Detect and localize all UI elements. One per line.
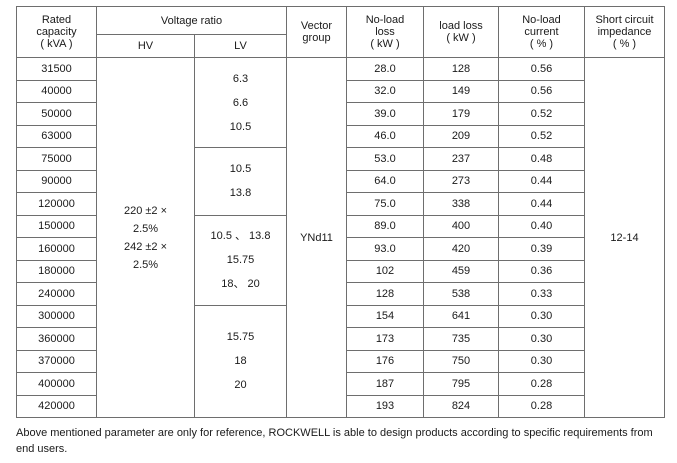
header-rated-capacity: Rated capacity ( kVA ) — [16, 6, 97, 58]
no-load-loss-cell: 102 — [346, 259, 424, 283]
table-row: 420000 193 824 0.28 — [16, 394, 665, 418]
no-load-current-cell: 0.56 — [498, 57, 585, 81]
load-loss-cell: 420 — [423, 237, 499, 261]
table-row: 370000 176 750 0.30 — [16, 349, 665, 373]
no-load-loss-cell: 154 — [346, 304, 424, 328]
table-row: 150000 10.5 、 13.8 15.75 18、 20 89.0 400… — [16, 214, 665, 306]
capacity-cell: 180000 — [16, 259, 97, 283]
capacity-cell: 31500 — [16, 57, 97, 81]
no-load-current-cell: 0.52 — [498, 124, 585, 148]
lv-group-cell: 10.5 13.8 — [194, 147, 287, 216]
no-load-loss-cell: 53.0 — [346, 147, 424, 171]
no-load-loss-cell: 173 — [346, 327, 424, 351]
no-load-loss-cell: 64.0 — [346, 169, 424, 193]
capacity-cell: 360000 — [16, 327, 97, 351]
load-loss-cell: 750 — [423, 349, 499, 373]
header-lv: LV — [194, 34, 287, 58]
capacity-cell: 300000 — [16, 304, 97, 328]
no-load-loss-cell: 89.0 — [346, 214, 424, 238]
lv-group-cell: 6.3 6.6 10.5 — [194, 57, 287, 148]
no-load-loss-cell: 46.0 — [346, 124, 424, 148]
hv-cell: 220 ±2 × 2.5% 242 ±2 × 2.5% — [96, 57, 195, 418]
header-no-load-current: No-load current ( % ) — [498, 6, 585, 58]
no-load-current-cell: 0.30 — [498, 304, 585, 328]
load-loss-cell: 538 — [423, 282, 499, 306]
load-loss-cell: 400 — [423, 214, 499, 238]
capacity-cell: 50000 — [16, 102, 97, 126]
table-row: 180000 102 459 0.36 — [16, 259, 665, 283]
header-short-circuit-impedance: Short circuit impedance ( % ) — [584, 6, 665, 58]
table-row: 40000 32.0 149 0.56 — [16, 79, 665, 103]
capacity-cell: 120000 — [16, 192, 97, 216]
load-loss-cell: 273 — [423, 169, 499, 193]
no-load-current-cell: 0.30 — [498, 349, 585, 373]
load-loss-cell: 795 — [423, 372, 499, 396]
header-hv: HV — [96, 34, 195, 58]
no-load-current-cell: 0.30 — [498, 327, 585, 351]
load-loss-cell: 209 — [423, 124, 499, 148]
load-loss-cell: 641 — [423, 304, 499, 328]
load-loss-cell: 149 — [423, 79, 499, 103]
footer-note: Above mentioned parameter are only for r… — [16, 427, 653, 455]
header-no-load-loss: No-load loss ( kW ) — [346, 6, 424, 58]
table-row: 63000 46.0 209 0.52 — [16, 124, 665, 148]
transformer-spec-table: Rated capacity ( kVA ) Voltage ratio Vec… — [16, 6, 665, 418]
capacity-cell: 40000 — [16, 79, 97, 103]
no-load-current-cell: 0.44 — [498, 192, 585, 216]
header-load-loss: load loss ( kW ) — [423, 6, 499, 58]
no-load-current-cell: 0.28 — [498, 394, 585, 418]
load-loss-cell: 735 — [423, 327, 499, 351]
no-load-current-cell: 0.36 — [498, 259, 585, 283]
no-load-loss-cell: 32.0 — [346, 79, 424, 103]
table-row: 160000 93.0 420 0.39 — [16, 237, 665, 261]
load-loss-cell: 824 — [423, 394, 499, 418]
no-load-loss-cell: 93.0 — [346, 237, 424, 261]
capacity-cell: 63000 — [16, 124, 97, 148]
capacity-cell: 90000 — [16, 169, 97, 193]
capacity-cell: 420000 — [16, 394, 97, 418]
capacity-cell: 150000 — [16, 214, 97, 238]
no-load-current-cell: 0.39 — [498, 237, 585, 261]
no-load-current-cell: 0.56 — [498, 79, 585, 103]
capacity-cell: 240000 — [16, 282, 97, 306]
lv-group-cell: 15.75 18 20 — [194, 304, 287, 418]
vector-group-cell: YNd11 — [286, 57, 347, 418]
no-load-current-cell: 0.33 — [498, 282, 585, 306]
impedance-cell: 12-14 — [584, 57, 665, 418]
capacity-cell: 75000 — [16, 147, 97, 171]
no-load-current-cell: 0.52 — [498, 102, 585, 126]
table-row: 360000 173 735 0.30 — [16, 327, 665, 351]
table-row: 90000 64.0 273 0.44 — [16, 169, 665, 193]
no-load-loss-cell: 28.0 — [346, 57, 424, 81]
no-load-loss-cell: 193 — [346, 394, 424, 418]
table-row: 400000 187 795 0.28 — [16, 372, 665, 396]
load-loss-cell: 179 — [423, 102, 499, 126]
no-load-loss-cell: 75.0 — [346, 192, 424, 216]
lv-group-cell: 10.5 、 13.8 15.75 18、 20 — [194, 214, 287, 306]
no-load-loss-cell: 39.0 — [346, 102, 424, 126]
header-vector-group: Vector group — [286, 6, 347, 58]
load-loss-cell: 237 — [423, 147, 499, 171]
capacity-cell: 160000 — [16, 237, 97, 261]
capacity-cell: 370000 — [16, 349, 97, 373]
no-load-loss-cell: 176 — [346, 349, 424, 373]
load-loss-cell: 459 — [423, 259, 499, 283]
table-row: 31500 220 ±2 × 2.5% 242 ±2 × 2.5% 6.3 6.… — [16, 57, 665, 418]
no-load-loss-cell: 187 — [346, 372, 424, 396]
header-voltage-ratio: Voltage ratio — [96, 6, 287, 35]
table-row: 300000 15.75 18 20 154 641 0.30 — [16, 304, 665, 418]
no-load-current-cell: 0.48 — [498, 147, 585, 171]
no-load-current-cell: 0.40 — [498, 214, 585, 238]
load-loss-cell: 128 — [423, 57, 499, 81]
no-load-current-cell: 0.28 — [498, 372, 585, 396]
load-loss-cell: 338 — [423, 192, 499, 216]
table-row: 120000 75.0 338 0.44 — [16, 192, 665, 216]
capacity-cell: 400000 — [16, 372, 97, 396]
table-row: 75000 10.5 13.8 53.0 237 0.48 — [16, 147, 665, 216]
no-load-current-cell: 0.44 — [498, 169, 585, 193]
no-load-loss-cell: 128 — [346, 282, 424, 306]
